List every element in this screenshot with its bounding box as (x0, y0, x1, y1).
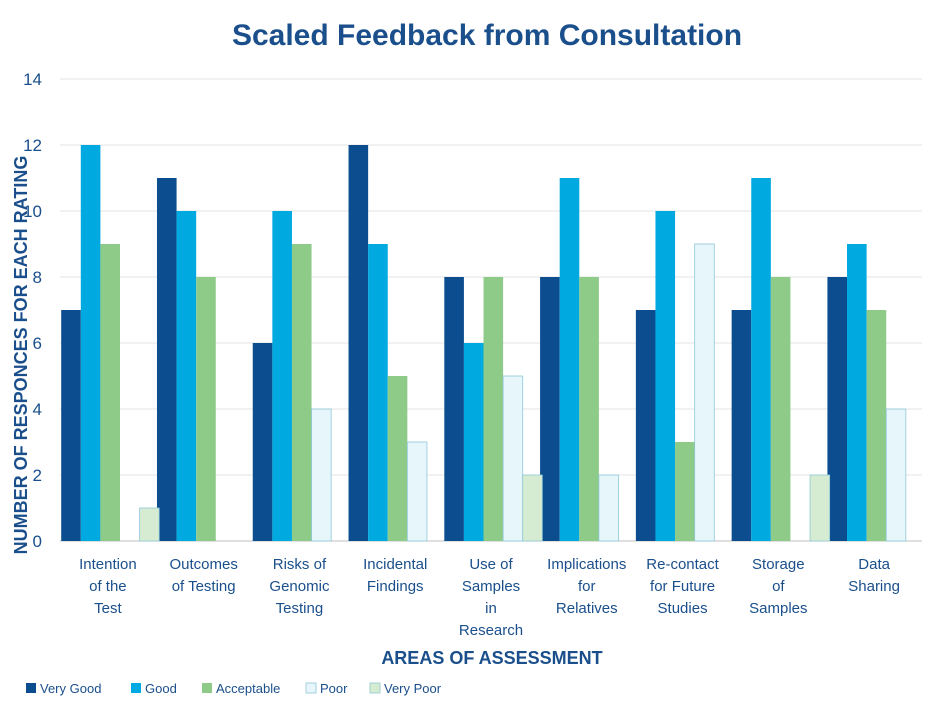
y-tick-label: 0 (33, 532, 42, 551)
bar-very-good (444, 277, 464, 541)
x-category-label-line: Genomic (269, 578, 330, 595)
x-category-label: Intention of the Test (79, 556, 137, 617)
x-category-label-line: Use of (469, 556, 513, 573)
bar-very-good (61, 310, 81, 541)
bar-acceptable (291, 244, 312, 541)
x-category-label-line: Sharing (848, 578, 900, 595)
bar-poor (694, 243, 715, 542)
bar-acceptable (100, 244, 120, 541)
bar-good (847, 244, 867, 541)
x-category-label: Re-contact for Future Studies (646, 556, 719, 617)
bar-good (272, 211, 292, 541)
x-category-label-line: of the (89, 578, 127, 595)
bar-poor (598, 474, 619, 542)
x-category-label-line: Samples (749, 600, 807, 617)
bar-good (176, 211, 197, 541)
x-category-label-line: Studies (658, 600, 708, 617)
legend-label: Good (145, 681, 177, 696)
x-category-label: Storage of Samples (749, 556, 807, 617)
x-category-label-line: of (772, 578, 785, 595)
bar-acceptable (579, 277, 599, 541)
bar-very-poor (139, 507, 160, 542)
y-tick-label: 10 (23, 202, 42, 221)
x-category-label-line: Risks of (273, 556, 327, 573)
x-category-label: Implications for Relatives (547, 556, 626, 617)
x-category-label-line: in (485, 600, 497, 617)
bar-poor (311, 408, 332, 542)
bar-acceptable (675, 442, 695, 541)
bar-acceptable (387, 376, 408, 541)
x-category-label-line: Samples (462, 578, 520, 595)
x-category-label-line: for (578, 578, 596, 595)
x-category-label-line: Re-contact (646, 556, 719, 573)
bar-very-poor (522, 474, 543, 542)
x-category-label-line: Test (94, 600, 122, 617)
x-category-label-line: Storage (752, 556, 805, 573)
legend: Very Good Good Acceptable Poor Very Poor (26, 681, 442, 696)
bar-good (559, 178, 580, 541)
bar-very-good (827, 277, 848, 541)
bar-poor (502, 375, 524, 542)
y-tick-label: 6 (33, 334, 42, 353)
bar-very-good (540, 277, 560, 541)
y-tick-label: 8 (33, 268, 42, 287)
bar-acceptable (483, 277, 504, 541)
x-category-label: Outcomes of Testing (169, 556, 237, 595)
legend-label: Very Poor (384, 681, 442, 696)
bar-very-good (635, 310, 656, 541)
x-category-label-line: Relatives (556, 600, 618, 617)
legend-swatch (369, 682, 381, 694)
y-axis-title: NUMBER OF RESPONCES FOR EACH RATING (11, 156, 31, 555)
bars (61, 145, 907, 542)
x-category-label-line: Outcomes (169, 556, 237, 573)
legend-label: Acceptable (216, 681, 280, 696)
bar-very-poor (809, 474, 831, 542)
x-category-label-line: Implications (547, 556, 626, 573)
bar-acceptable (866, 310, 887, 541)
x-category-label-line: of Testing (172, 578, 236, 595)
x-category-label: Risks of Genomic Testing (269, 556, 330, 617)
bar-very-good (348, 145, 369, 541)
chart-title: Scaled Feedback from Consultation (232, 19, 742, 52)
legend-swatch (202, 683, 212, 693)
x-category-label-line: Research (459, 622, 523, 639)
legend-swatch (305, 682, 317, 694)
bar-acceptable (770, 277, 791, 541)
x-category-label-line: Data (858, 556, 890, 573)
x-category-label: Data Sharing (848, 556, 900, 595)
bar-poor (406, 441, 428, 542)
y-tick-label: 12 (23, 136, 42, 155)
bar-acceptable (196, 277, 216, 541)
x-axis-title: AREAS OF ASSESSMENT (381, 648, 602, 668)
legend-swatch (26, 683, 36, 693)
y-tick-label: 2 (33, 466, 42, 485)
y-tick-label: 4 (33, 400, 42, 419)
bar-good (80, 145, 101, 541)
x-category-label-line: Incidental (363, 556, 427, 573)
y-tick-label: 14 (23, 70, 42, 89)
bar-poor (885, 408, 907, 542)
bar-very-good (252, 343, 273, 541)
bar-very-good (156, 178, 177, 541)
bar-very-good (731, 310, 752, 541)
bar-good (751, 178, 771, 541)
x-category-label-line: Intention (79, 556, 137, 573)
legend-swatch (131, 683, 141, 693)
legend-label: Poor (320, 681, 348, 696)
bar-good (463, 343, 484, 541)
x-category-label-line: for Future (650, 578, 715, 595)
legend-label: Very Good (40, 681, 101, 696)
x-category-label: Incidental Findings (363, 556, 427, 595)
bar-good (368, 244, 388, 541)
bar-good (655, 211, 676, 541)
y-axis-ticks: 0 2 4 6 8 10 12 14 (23, 70, 42, 551)
x-category-label: Use of Samples in Research (459, 556, 523, 639)
x-category-label-line: Findings (367, 578, 424, 595)
x-category-label-line: Testing (276, 600, 324, 617)
